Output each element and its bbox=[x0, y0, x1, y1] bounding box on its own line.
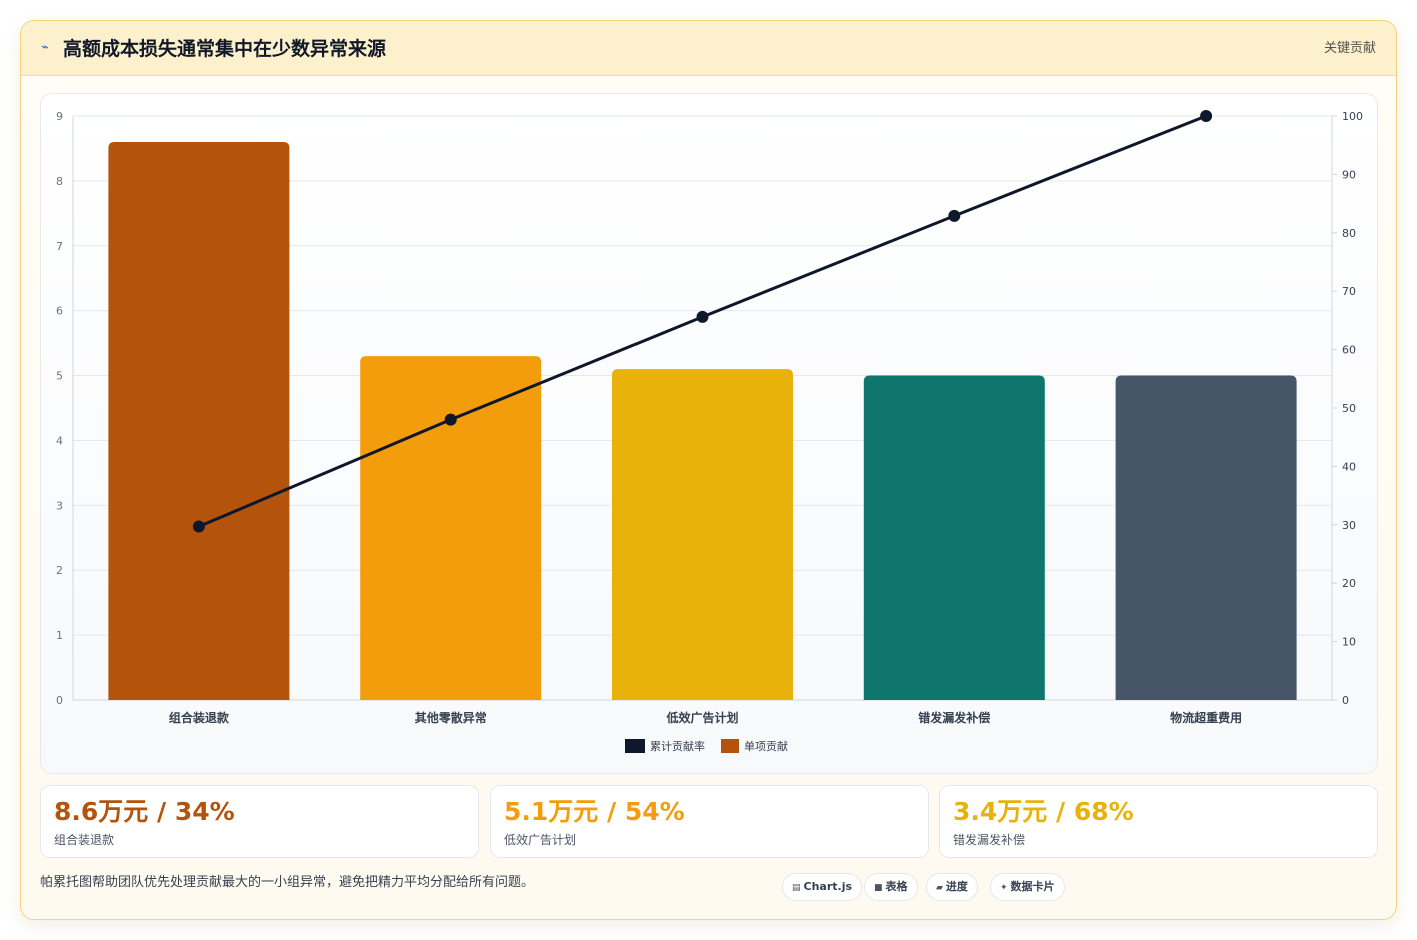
panel-title: 高额成本损失通常集中在少数异常来源 bbox=[63, 38, 387, 60]
header-tag: 关键贡献 bbox=[1323, 41, 1376, 56]
y-right-tick-label: 60 bbox=[1342, 344, 1356, 357]
cumulative-point bbox=[948, 209, 961, 222]
y-left-tick-label: 9 bbox=[56, 110, 63, 123]
y-right-tick-label: 40 bbox=[1342, 460, 1356, 473]
cumulative-point bbox=[192, 520, 205, 533]
pill-label: 进度 bbox=[945, 880, 968, 893]
stat-label-3: 错发漏发补偿 bbox=[953, 833, 1026, 847]
y-right-tick-label: 30 bbox=[1342, 519, 1356, 532]
stat-value-3: 3.4万元 / 68% bbox=[953, 797, 1134, 826]
stat-value-2: 5.1万元 / 54% bbox=[504, 797, 685, 826]
lightning-icon: ⌁ bbox=[41, 40, 49, 55]
x-tick-label: 物流超重费用 bbox=[1170, 710, 1242, 725]
pill-table[interactable]: ■ 表格 bbox=[864, 873, 918, 901]
y-left-tick-label: 6 bbox=[56, 305, 63, 318]
bar bbox=[612, 369, 793, 700]
bar bbox=[360, 356, 542, 700]
bar bbox=[1115, 375, 1297, 700]
sparkle-icon: ✦ bbox=[1000, 883, 1008, 893]
pill-chartjs[interactable]: ▤ Chart.js bbox=[782, 873, 863, 901]
cumulative-point bbox=[1200, 110, 1213, 122]
legend-label: 累计贡献率 bbox=[650, 739, 705, 753]
table-icon: ■ bbox=[874, 883, 883, 893]
pill-progress[interactable]: ▰ 进度 bbox=[926, 873, 978, 901]
y-right-tick-label: 0 bbox=[1342, 694, 1349, 707]
y-left-tick-label: 5 bbox=[56, 370, 63, 383]
stat-label-2: 低效广告计划 bbox=[504, 833, 577, 847]
cumulative-point bbox=[696, 310, 709, 323]
y-right-tick-label: 10 bbox=[1342, 636, 1356, 649]
legend-label: 单项贡献 bbox=[744, 739, 788, 753]
progress-icon: ▰ bbox=[936, 883, 943, 893]
panel-header: ⌁ 高额成本损失通常集中在少数异常来源 关键贡献 bbox=[21, 21, 1396, 76]
y-right-tick-label: 90 bbox=[1342, 168, 1356, 181]
y-right-tick-label: 20 bbox=[1342, 577, 1356, 590]
chart-card: 0 1 2 3 4 5 6 7 8 9 0 10 20 30 40 50 60 70 80 90 100 组合装退款 其他零… bbox=[40, 93, 1378, 774]
pareto-panel: ⌁ 高额成本损失通常集中在少数异常来源 关键贡献 0 1 2 3 4 5 6 7 8 9 0 10 20… bbox=[20, 20, 1397, 920]
y-left-tick-label: 1 bbox=[56, 629, 63, 642]
pill-label: Chart.js bbox=[803, 880, 853, 893]
y-left-tick-label: 2 bbox=[56, 564, 63, 577]
stat-label-1: 组合装退款 bbox=[54, 833, 115, 847]
x-tick-label: 低效广告计划 bbox=[665, 710, 738, 725]
y-left-tick-label: 4 bbox=[56, 434, 63, 447]
chart-icon: ▤ bbox=[792, 883, 801, 893]
x-tick-label: 其他零散异常 bbox=[415, 710, 487, 725]
pill-label: 表格 bbox=[885, 880, 908, 893]
legend-swatch-line bbox=[625, 739, 645, 753]
y-left-tick-label: 3 bbox=[56, 499, 63, 512]
pill-data-card[interactable]: ✦ 数据卡片 bbox=[990, 873, 1065, 901]
y-right-tick-label: 50 bbox=[1342, 402, 1356, 415]
x-tick-label: 错发漏发补偿 bbox=[918, 710, 990, 725]
y-right-tick-label: 80 bbox=[1342, 227, 1356, 240]
legend-swatch-bar bbox=[721, 739, 739, 753]
pill-label: 数据卡片 bbox=[1010, 880, 1055, 893]
y-left-tick-label: 7 bbox=[56, 240, 63, 253]
bar bbox=[108, 141, 290, 700]
y-left-tick-label: 0 bbox=[56, 694, 63, 707]
cumulative-point bbox=[444, 413, 457, 426]
footer-note: 帕累托图帮助团队优先处理贡献最大的一小组异常，避免把精力平均分配给所有问题。 bbox=[40, 875, 535, 890]
stat-card-1: 8.6万元 / 34% 组合装退款 bbox=[40, 785, 479, 858]
y-right-tick-label: 70 bbox=[1342, 285, 1356, 298]
bar bbox=[863, 375, 1045, 700]
stat-card-2: 5.1万元 / 54% 低效广告计划 bbox=[490, 785, 929, 858]
stat-card-3: 3.4万元 / 68% 错发漏发补偿 bbox=[939, 785, 1378, 858]
y-left-tick-label: 8 bbox=[56, 175, 63, 188]
y-right-tick-label: 100 bbox=[1342, 110, 1363, 123]
x-tick-label: 组合装退款 bbox=[169, 710, 230, 725]
stat-value-1: 8.6万元 / 34% bbox=[54, 797, 235, 826]
